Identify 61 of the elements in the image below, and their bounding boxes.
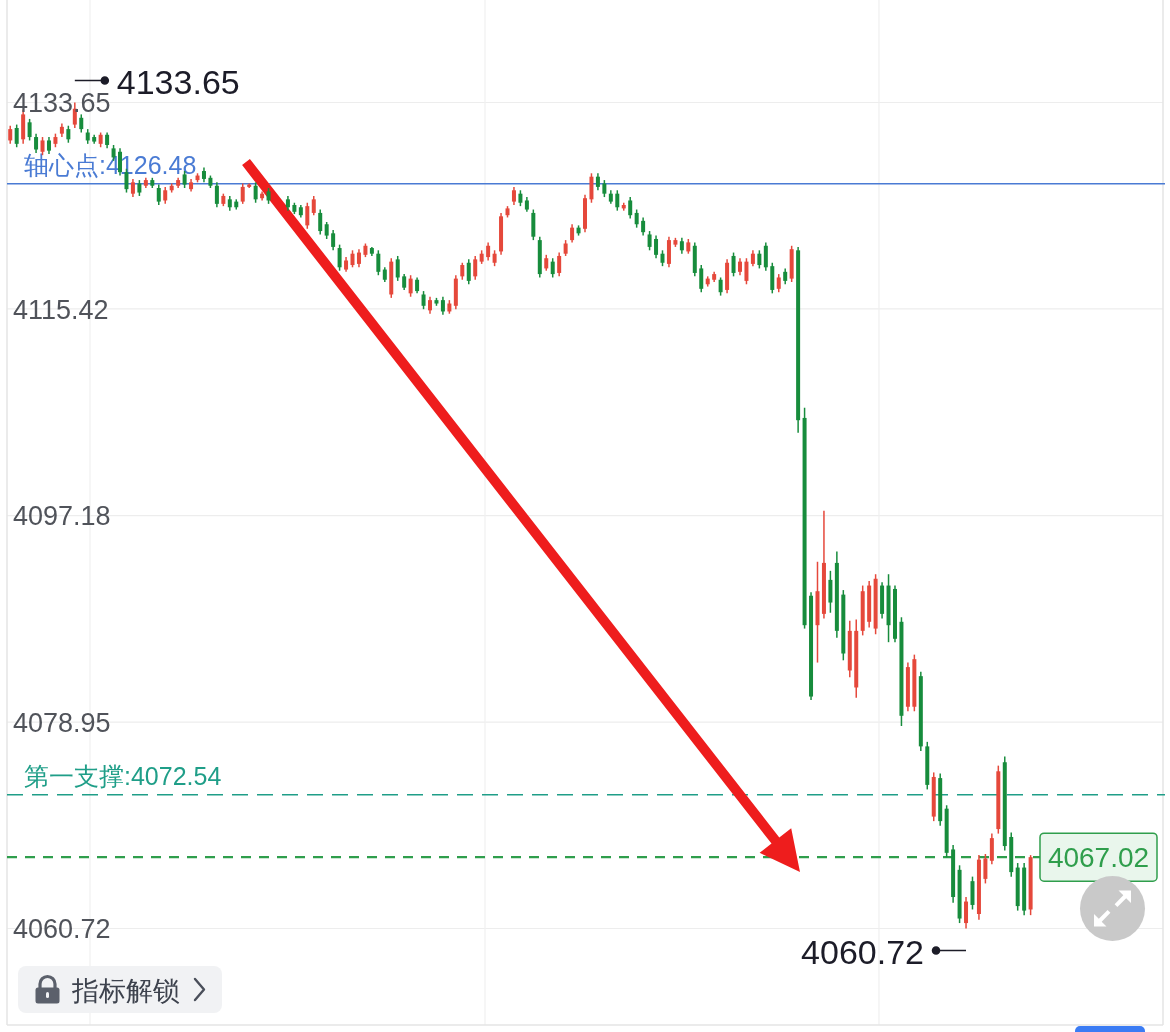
ref-line-label: 4067.02: [1039, 832, 1158, 882]
candlestick: [828, 570, 833, 614]
candlestick: [964, 896, 969, 930]
candlestick: [666, 235, 671, 269]
candlestick: [654, 234, 659, 259]
button-label: 指标解锁: [72, 976, 180, 1006]
candlestick: [647, 230, 652, 252]
y-tick-label: 4078.95: [13, 707, 111, 738]
annotation: 4060.72: [801, 932, 925, 971]
candlestick: [356, 248, 361, 269]
y-tick-label: 4097.18: [13, 501, 111, 532]
candlestick: [473, 255, 478, 281]
candlestick: [14, 123, 19, 148]
candlestick: [253, 181, 258, 204]
candlestick: [331, 229, 336, 252]
candlestick: [337, 243, 342, 272]
candlestick: [8, 124, 13, 145]
candlestick: [641, 216, 646, 237]
candlestick: [318, 208, 323, 236]
candlestick: [989, 832, 994, 865]
candlestick: [731, 251, 736, 278]
candlestick: [421, 290, 426, 310]
candlestick: [27, 118, 32, 142]
candlestick: [589, 172, 594, 204]
candlestick: [531, 208, 536, 241]
candlestick: [634, 208, 639, 229]
candlestick: [983, 853, 988, 885]
candlestick: [79, 113, 84, 134]
candlestick: [511, 186, 516, 206]
candlestick: [744, 257, 749, 286]
candlestick: [770, 262, 775, 295]
candlestick: [305, 201, 310, 230]
candlestick: [550, 257, 555, 279]
candlestick: [718, 276, 723, 297]
y-tick-label: 4133.65: [13, 88, 111, 119]
y-tick-label: 4115.42: [13, 294, 109, 325]
candlestick: [240, 182, 245, 205]
candlestick: [214, 181, 219, 209]
candlestick: [395, 255, 400, 282]
candlestick: [570, 223, 575, 244]
candlestick: [615, 189, 620, 212]
candlestick: [699, 264, 704, 293]
candlestick: [466, 258, 471, 286]
candlestick: [757, 249, 762, 270]
candlestick: [970, 875, 975, 911]
candlestick: [440, 295, 445, 316]
ref-line-label: 第一支撑:4072.54: [24, 761, 222, 790]
candlestick: [408, 274, 413, 298]
ref-line-label: 4067.02: [1047, 842, 1150, 874]
candlestick: [130, 178, 135, 198]
candlestick: [628, 196, 633, 220]
candlestick: [376, 249, 381, 276]
candlestick: [34, 132, 39, 154]
candlestick: [156, 183, 161, 206]
annotation: 4133.65: [116, 62, 240, 101]
candlestick: [311, 195, 316, 216]
candlestick: [557, 251, 562, 278]
candlestick: [763, 241, 768, 272]
candlestick: [486, 241, 491, 262]
y-tick-label: 4060.72: [13, 914, 111, 945]
candlestick: [776, 273, 781, 293]
